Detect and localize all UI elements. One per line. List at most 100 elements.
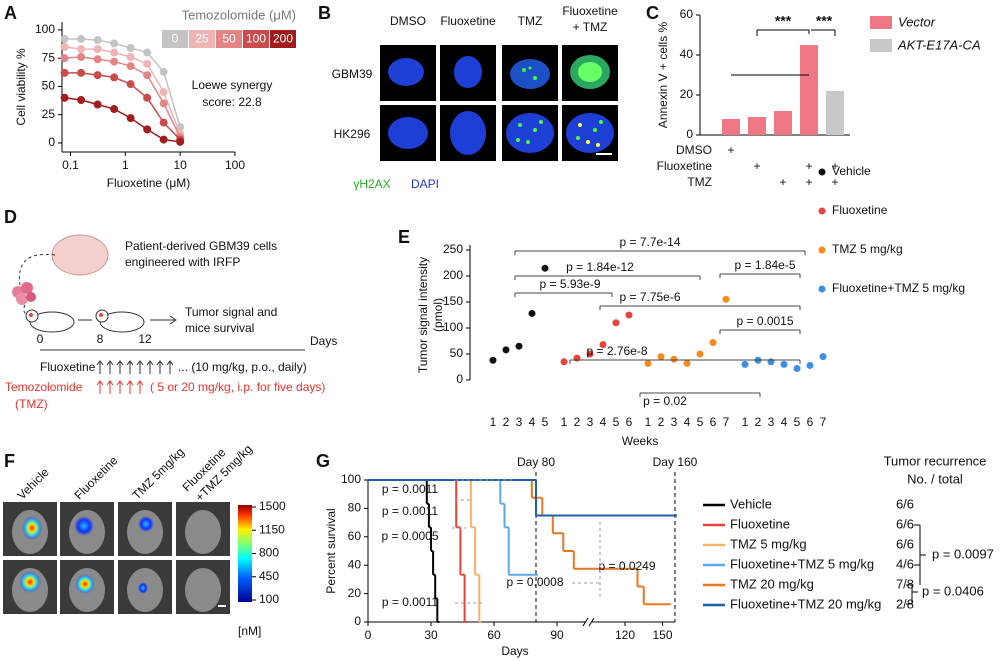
x-tick-label: 2 bbox=[755, 415, 762, 429]
data-point bbox=[77, 45, 86, 54]
y-axis-label: Tumor signal intensity bbox=[416, 257, 430, 373]
data-point bbox=[143, 48, 152, 57]
y-tick-label: 200 bbox=[443, 268, 463, 282]
legend-title: Temozolomide (μM) bbox=[182, 7, 296, 22]
x-tick-label: 7 bbox=[723, 415, 730, 429]
colorbar-label: 800 bbox=[259, 546, 279, 560]
x-axis-label: Weeks bbox=[622, 434, 658, 448]
data-point bbox=[696, 350, 704, 358]
reference-label: Day 80 bbox=[517, 455, 555, 469]
y-tick-label: 0 bbox=[354, 614, 361, 628]
condition-mark: + bbox=[779, 175, 786, 189]
condition-label: DMSO bbox=[676, 143, 712, 157]
y-tick-label: 0 bbox=[48, 135, 55, 149]
p-value: p = 1.84e-12 bbox=[566, 260, 634, 274]
colorbar-unit: [nM] bbox=[238, 624, 261, 638]
column-label: DMSO bbox=[390, 14, 426, 28]
y-tick-label: 75 bbox=[42, 50, 56, 64]
bar bbox=[774, 111, 792, 135]
y-tick-label: 100 bbox=[341, 472, 361, 486]
recurrence: 4/6 bbox=[896, 556, 914, 571]
panel-b: DMSO Fluoxetine TMZ Fluoxetine + TMZ GBM… bbox=[332, 4, 618, 191]
y-tick-label: 40 bbox=[348, 557, 362, 571]
timeline-label: 0 bbox=[37, 332, 44, 346]
data-point bbox=[110, 48, 119, 57]
x-tick-label: 150 bbox=[652, 628, 672, 642]
x-tick-label: 2 bbox=[658, 415, 665, 429]
data-point bbox=[741, 360, 749, 368]
x-tick-label: 3 bbox=[516, 415, 523, 429]
p-value: p = 0.0011 bbox=[382, 482, 438, 496]
data-point bbox=[709, 339, 717, 347]
panel-label: F bbox=[4, 451, 15, 471]
y-axis-label: Annexin V + cells % bbox=[656, 21, 670, 128]
legend-label: Vector bbox=[898, 14, 936, 29]
diagram-text: mice survival bbox=[185, 321, 254, 335]
column-label: Fluoxetine bbox=[440, 14, 496, 28]
legend-label: Fluoxetine+TMZ 5 mg/kg bbox=[730, 556, 874, 571]
diagram-text: Tumor signal and bbox=[185, 305, 277, 319]
p-value: p = 0.0406 bbox=[922, 583, 984, 598]
data-point bbox=[77, 68, 86, 77]
x-tick-label: 2 bbox=[503, 415, 510, 429]
x-tick-label: 6 bbox=[807, 415, 814, 429]
mouse-icon bbox=[25, 309, 75, 333]
data-point bbox=[515, 342, 523, 350]
drug-dose: ( 5 or 20 mg/kg, i.p. for five days) bbox=[150, 380, 325, 394]
p-value: p = 0.0011 bbox=[382, 595, 438, 609]
drug-dose: ... (10 mg/kg, p.o., daily) bbox=[178, 360, 307, 374]
legend-label: Fluoxetine bbox=[730, 516, 790, 531]
dose-arrows bbox=[96, 380, 144, 394]
legend-label: 25 bbox=[195, 32, 209, 46]
recurrence: 7/8 bbox=[896, 576, 914, 591]
axis-break bbox=[588, 617, 595, 627]
p-value: p = 7.7e-14 bbox=[619, 235, 680, 249]
panel-label: C bbox=[646, 3, 659, 23]
x-axis-label: Days bbox=[501, 644, 528, 658]
x-axis-label: Fluoxetine (μM) bbox=[107, 176, 191, 190]
x-tick-label: 1 bbox=[122, 158, 129, 172]
row-label: HK296 bbox=[334, 127, 371, 141]
condition-mark: + bbox=[805, 175, 812, 189]
data-point bbox=[77, 96, 86, 104]
table-header: Tumor recurrence bbox=[884, 453, 987, 468]
panel-label: E bbox=[398, 227, 410, 247]
condition-mark: + bbox=[831, 175, 838, 189]
legend-label: Fluoxetine+TMZ 20 mg/kg bbox=[730, 596, 881, 611]
legend-marker bbox=[818, 168, 826, 176]
table-header: No. / total bbox=[907, 471, 963, 486]
annotation: Loewe synergy bbox=[192, 78, 273, 92]
legend-label: TMZ 5 mg/kg bbox=[832, 242, 903, 256]
diagram-text: Patient-derived GBM39 cells bbox=[125, 239, 277, 253]
data-point bbox=[60, 68, 69, 77]
legend-swatch bbox=[162, 30, 188, 48]
x-tick-label: 100 bbox=[225, 158, 245, 172]
bar bbox=[800, 45, 818, 135]
x-tick-label: 0 bbox=[365, 628, 372, 642]
recurrence: 2/8 bbox=[896, 596, 914, 611]
colorbar-label: 450 bbox=[259, 569, 279, 583]
y-tick-label: 40 bbox=[680, 47, 694, 61]
legend-swatch bbox=[243, 30, 269, 48]
data-point bbox=[60, 93, 69, 102]
drug-label: (TMZ) bbox=[15, 397, 48, 411]
p-value: p = 0.0015 bbox=[736, 314, 793, 328]
y-tick-label: 50 bbox=[450, 346, 464, 360]
brain-icon bbox=[51, 234, 109, 276]
legend-label: TMZ 20 mg/kg bbox=[730, 576, 814, 591]
y-tick-label: 100 bbox=[35, 22, 55, 36]
data-point bbox=[93, 45, 102, 54]
p-value: p = 0.02 bbox=[643, 394, 687, 408]
y-tick-label: 20 bbox=[680, 87, 694, 101]
stain-label: DAPI bbox=[411, 177, 439, 191]
data-point bbox=[176, 137, 185, 146]
condition-label: TMZ bbox=[687, 175, 712, 189]
data-point bbox=[159, 99, 168, 108]
x-tick-label: 30 bbox=[424, 628, 438, 642]
y-axis-label: Percent survival bbox=[324, 508, 338, 593]
data-point bbox=[657, 353, 665, 361]
legend-label: 200 bbox=[273, 32, 293, 46]
data-point bbox=[143, 71, 152, 80]
x-tick-label: 2 bbox=[574, 415, 581, 429]
data-point bbox=[159, 118, 168, 127]
